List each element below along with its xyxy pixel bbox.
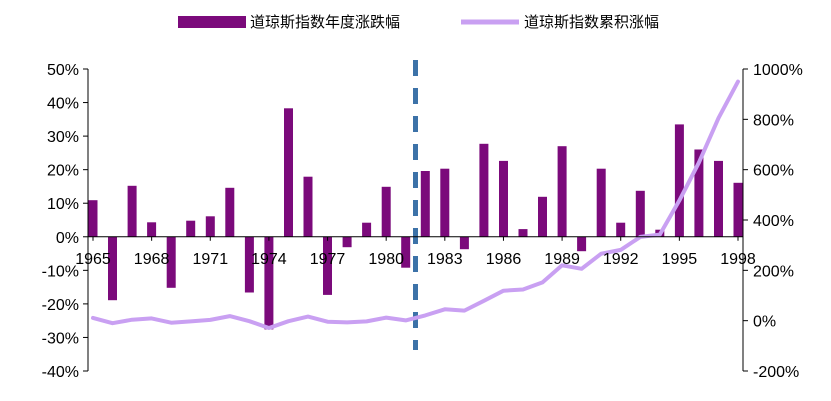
- bar-1975: [284, 108, 293, 237]
- cumulative-change-line: [91, 79, 740, 330]
- left-tick-label: -10%: [42, 263, 79, 280]
- left-tick-label: 30%: [47, 129, 79, 146]
- right-tick-label: -200%: [753, 364, 799, 381]
- bar-1996: [694, 149, 704, 237]
- bar-1979: [362, 222, 372, 237]
- bar-1972: [225, 187, 235, 237]
- bar-1980: [381, 186, 391, 237]
- right-y-axis-ticks: 1000% 800% 600% 400% 200% 0% -200%: [743, 62, 803, 381]
- bar-1984: [459, 236, 469, 250]
- bar-1998: [733, 182, 743, 237]
- bar-1990: [577, 236, 587, 252]
- x-tick-label: 1986: [486, 251, 522, 268]
- x-tick-label: 1992: [603, 251, 639, 268]
- legend-label-annual-change: 道琼斯指数年度涨跌幅: [250, 14, 400, 31]
- right-tick-label: 400%: [753, 213, 794, 230]
- bar-1976: [303, 176, 313, 237]
- bar-1986: [499, 160, 508, 237]
- left-tick-label: -30%: [42, 330, 79, 347]
- right-tick-label: 200%: [753, 263, 794, 280]
- x-tick-label: 1965: [75, 251, 111, 268]
- right-tick-label: 800%: [753, 112, 794, 129]
- x-tick-label: 1968: [134, 251, 170, 268]
- bar-1982: [420, 171, 430, 237]
- left-tick-label: -20%: [42, 297, 79, 314]
- bar-1992: [616, 222, 626, 237]
- x-axis-ticks: 1965 1968 1971 1974 1977 1980 1983 1986 1989 1992…: [75, 236, 756, 268]
- bar-1989: [557, 146, 567, 237]
- bar-1978: [342, 236, 352, 248]
- x-tick-label: 1980: [368, 251, 404, 268]
- x-tick-label: 1974: [251, 251, 287, 268]
- bar-1970: [186, 220, 196, 237]
- legend: 道琼斯指数年度涨跌幅 道琼斯指数累积涨幅: [178, 14, 659, 31]
- left-tick-label: 40%: [47, 96, 79, 113]
- bar-1973: [244, 236, 254, 293]
- x-tick-label: 1995: [662, 251, 698, 268]
- bar-1981: [401, 236, 411, 268]
- bar-1991: [596, 168, 606, 237]
- x-tick-label: 1998: [720, 251, 756, 268]
- bar-series: [88, 108, 743, 330]
- right-tick-label: 0%: [753, 314, 776, 331]
- bar-1965: [88, 200, 98, 237]
- bar-1983: [440, 168, 450, 237]
- bar-1985: [479, 143, 489, 237]
- bar-1993: [635, 190, 645, 237]
- bar-1968: [147, 222, 157, 237]
- left-tick-label: 20%: [47, 163, 79, 180]
- legend-bar-swatch: [178, 16, 246, 28]
- x-tick-label: 1983: [427, 251, 463, 268]
- left-tick-label: -40%: [42, 364, 79, 381]
- bar-1997: [714, 160, 723, 237]
- x-tick-label: 1977: [310, 251, 346, 268]
- bar-1966: [108, 236, 117, 301]
- right-tick-label: 600%: [753, 163, 794, 180]
- left-tick-label: 10%: [47, 196, 79, 213]
- bar-1967: [127, 185, 137, 237]
- right-tick-label: 1000%: [753, 62, 803, 79]
- x-tick-label: 1971: [193, 251, 229, 268]
- bar-1995: [674, 124, 684, 237]
- bar-1988: [538, 196, 547, 237]
- x-tick-label: 1989: [544, 251, 580, 268]
- bar-1987: [518, 229, 528, 237]
- bar-1974: [264, 236, 274, 330]
- bar-1969: [166, 236, 176, 288]
- legend-label-cumulative-change: 道琼斯指数累积涨幅: [524, 14, 659, 31]
- bar-1971: [205, 216, 215, 237]
- left-tick-label: 50%: [47, 62, 79, 79]
- left-y-axis-ticks: 50% 40% 30% 20% 10% 0% -10% -20% -30% -40%: [42, 62, 88, 381]
- bar-1977: [323, 236, 332, 295]
- left-tick-label: 0%: [56, 230, 79, 247]
- line-series: [91, 79, 740, 330]
